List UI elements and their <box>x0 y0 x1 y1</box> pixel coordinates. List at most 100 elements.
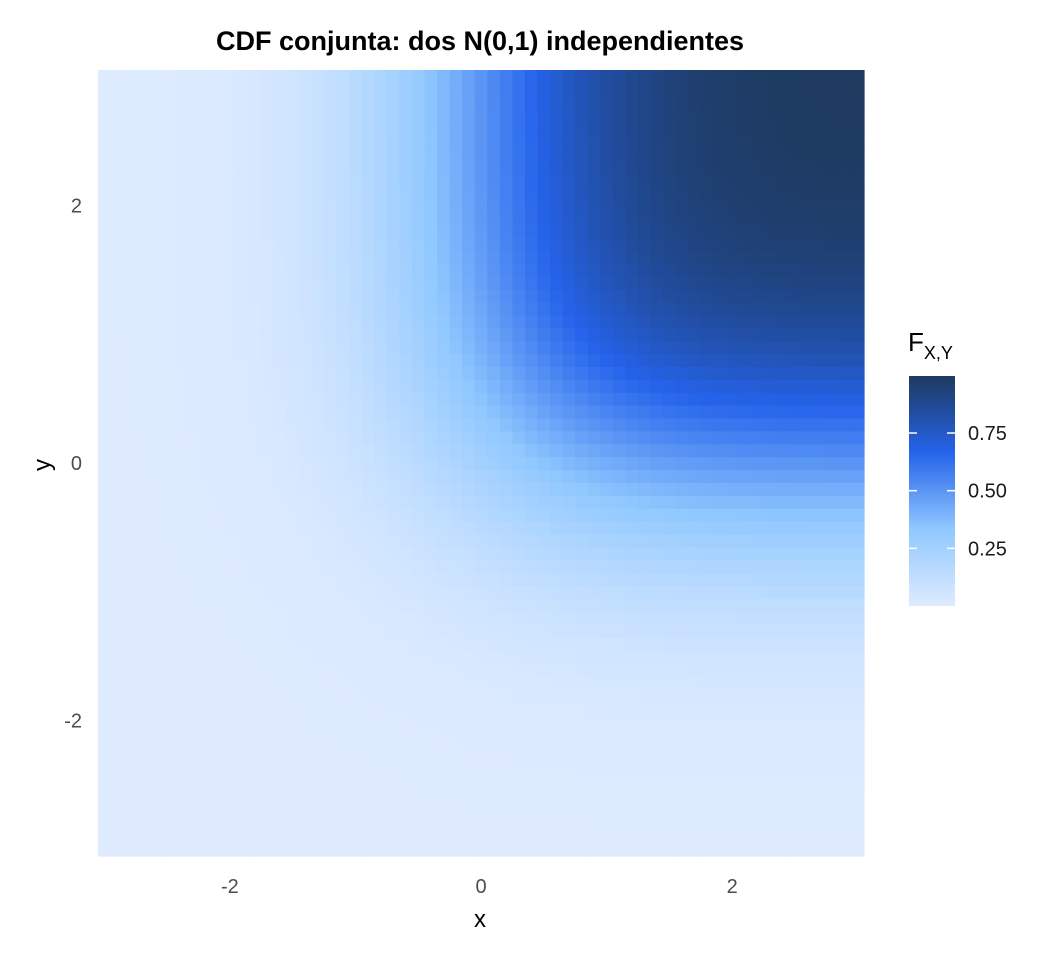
heatmap-cell <box>399 469 413 483</box>
heatmap-cell <box>223 740 237 754</box>
heatmap-cell <box>437 611 451 625</box>
heatmap-cell <box>524 688 539 702</box>
heatmap-cell <box>575 327 589 342</box>
heatmap-cell <box>499 366 513 380</box>
heatmap-cell <box>537 405 551 419</box>
heatmap-cell <box>650 572 664 587</box>
heatmap-cell <box>524 198 539 213</box>
heatmap-cell <box>236 533 250 548</box>
heatmap-cell <box>750 301 765 316</box>
heatmap-cell <box>725 649 740 664</box>
heatmap-cell <box>123 843 137 857</box>
heatmap-cell <box>273 147 287 161</box>
heatmap-cell <box>587 546 601 561</box>
heatmap-cell <box>713 392 727 406</box>
heatmap-cell <box>236 843 250 857</box>
heatmap-cell <box>738 817 752 831</box>
heatmap-cell <box>499 740 513 754</box>
heatmap-cell <box>487 675 501 690</box>
heatmap-cell <box>437 482 451 496</box>
heatmap-cell <box>386 147 400 161</box>
heatmap-cell <box>499 598 513 612</box>
heatmap-cell <box>374 727 388 741</box>
heatmap-cell <box>173 263 187 277</box>
heatmap-cell <box>688 405 702 419</box>
heatmap-cell <box>512 250 526 264</box>
heatmap-cell <box>650 533 664 548</box>
heatmap-cell <box>449 740 463 754</box>
heatmap-cell <box>223 82 237 97</box>
heatmap-cell <box>838 649 853 664</box>
heatmap-cell <box>223 546 237 561</box>
heatmap-cell <box>386 791 400 806</box>
heatmap-cell <box>449 469 463 483</box>
heatmap-cell <box>98 830 112 844</box>
heatmap-cell <box>838 688 853 702</box>
heatmap-cell <box>575 508 589 522</box>
heatmap-cell <box>474 662 488 677</box>
heatmap-cell <box>700 224 714 239</box>
heatmap-cell <box>324 82 338 97</box>
heatmap-cell <box>788 714 802 728</box>
heatmap-cell <box>462 211 476 226</box>
heatmap-cell <box>499 121 513 136</box>
heatmap-cell <box>838 495 853 509</box>
heatmap-cell <box>763 520 777 535</box>
heatmap-cell <box>248 791 262 806</box>
heatmap-cell <box>148 443 162 458</box>
heatmap-cell <box>512 520 526 535</box>
heatmap-cell <box>123 95 137 110</box>
heatmap-cell <box>587 121 601 136</box>
heatmap-cell <box>537 830 551 844</box>
heatmap-cell <box>851 778 865 793</box>
heatmap-cell <box>575 598 589 612</box>
heatmap-cell <box>261 624 275 638</box>
heatmap-cell <box>349 353 363 367</box>
heatmap-cell <box>349 675 363 690</box>
heatmap-cell <box>550 546 564 561</box>
heatmap-cell <box>374 443 388 458</box>
heatmap-cell <box>512 830 526 844</box>
heatmap-cell <box>851 533 865 548</box>
heatmap-cell <box>851 379 865 393</box>
heatmap-cell <box>524 701 539 715</box>
heatmap-cell <box>562 417 576 432</box>
heatmap-cell <box>411 585 426 599</box>
heatmap-cell <box>399 546 413 561</box>
heatmap-cell <box>198 817 212 831</box>
heatmap-cell <box>738 160 752 174</box>
heatmap-cell <box>462 392 476 406</box>
heatmap-cell <box>399 134 413 148</box>
heatmap-cell <box>98 289 112 303</box>
heatmap-cell <box>750 649 765 664</box>
heatmap-cell <box>474 482 488 496</box>
heatmap-cell <box>336 392 350 406</box>
heatmap-cell <box>763 379 777 393</box>
heatmap-cell <box>512 276 526 290</box>
heatmap-cell <box>512 443 526 458</box>
heatmap-cell <box>286 366 300 380</box>
heatmap-cell <box>625 366 639 380</box>
heatmap-cell <box>826 662 840 677</box>
heatmap-cell <box>763 585 777 599</box>
heatmap-cell <box>688 662 702 677</box>
heatmap-cell <box>198 353 212 367</box>
heatmap-cell <box>349 572 363 587</box>
heatmap-cell <box>462 250 476 264</box>
heatmap-cell <box>386 121 400 136</box>
heatmap-cell <box>261 714 275 728</box>
legend-tick-label: 0.50 <box>968 481 1007 503</box>
heatmap-cell <box>675 495 689 509</box>
heatmap-cell <box>700 482 714 496</box>
heatmap-cell <box>185 533 200 548</box>
heatmap-cell <box>223 469 237 483</box>
heatmap-cell <box>273 714 287 728</box>
heatmap-cell <box>650 662 664 677</box>
heatmap-cell <box>600 624 614 638</box>
heatmap-cell <box>550 649 564 664</box>
heatmap-cell <box>474 250 488 264</box>
heatmap-cell <box>612 108 627 123</box>
heatmap-cell <box>437 160 451 174</box>
heatmap-cell <box>537 366 551 380</box>
heatmap-cell <box>675 327 689 342</box>
